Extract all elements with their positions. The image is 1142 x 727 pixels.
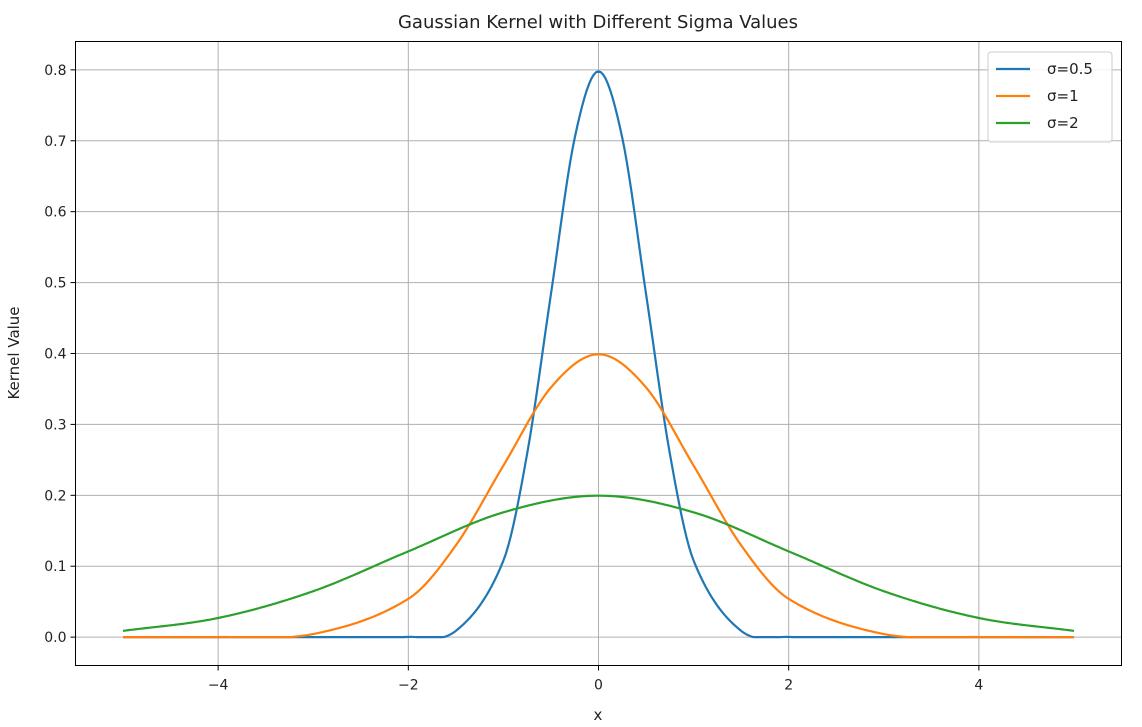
legend-label: σ=1 bbox=[1047, 87, 1079, 105]
series-line bbox=[123, 353, 1074, 639]
x-tick-label: 0 bbox=[594, 678, 603, 694]
x-tick-label: 4 bbox=[974, 678, 983, 694]
y-tick-label: 0.5 bbox=[44, 276, 66, 292]
y-tick-label: 0.7 bbox=[44, 134, 66, 150]
series-line bbox=[122, 494, 1075, 632]
y-tick-label: 0.0 bbox=[44, 630, 66, 646]
y-tick-label: 0.6 bbox=[44, 205, 66, 221]
legend-label: σ=0.5 bbox=[1047, 60, 1093, 78]
x-axis-label: x bbox=[594, 706, 603, 724]
y-tick-label: 0.8 bbox=[44, 63, 66, 79]
x-tick-label: 2 bbox=[784, 678, 793, 694]
legend-box bbox=[987, 51, 1113, 143]
legend: σ=0.5 σ=1 σ=2 bbox=[987, 51, 1113, 143]
y-tick-label: 0.3 bbox=[44, 417, 66, 433]
legend-label: σ=2 bbox=[1047, 114, 1079, 132]
y-tick-label: 0.1 bbox=[44, 559, 66, 575]
plot-area bbox=[122, 70, 1075, 639]
x-tick-label: −4 bbox=[208, 678, 229, 694]
axis-ticks: −4 −2 0 2 4 0.0 0.1 0.2 0.3 0.4 0.5 0.6 0.7 0.8 bbox=[44, 63, 983, 694]
x-tick-label: −2 bbox=[398, 678, 419, 694]
y-tick-label: 0.2 bbox=[44, 488, 66, 504]
chart-title: Gaussian Kernel with Different Sigma Val… bbox=[398, 12, 798, 33]
y-tick-label: 0.4 bbox=[44, 347, 66, 363]
y-axis-label: Kernel Value bbox=[5, 306, 23, 399]
